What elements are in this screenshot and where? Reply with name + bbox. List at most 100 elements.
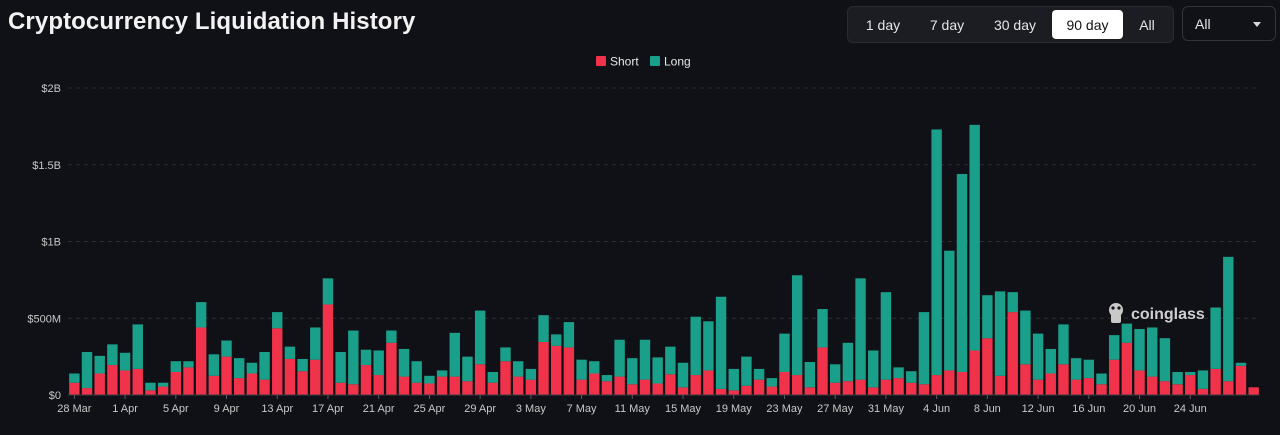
bar-short [690,375,701,395]
bar-long [398,348,410,377]
bar-long [728,368,739,391]
symbol-select[interactable]: All [1182,6,1276,41]
bar-short [627,384,638,395]
bar-long [195,302,207,328]
bar-short [107,365,118,395]
bar-short [1248,387,1259,395]
bar-short [538,342,549,395]
bar-long [956,173,968,372]
bar-long [81,352,93,389]
bar-short [855,379,866,395]
bar-short [1235,365,1247,395]
bar-long [766,378,777,387]
bar-short [322,304,334,395]
bar-short [703,370,714,395]
bar-short [233,378,245,395]
bar-short [259,379,270,395]
bar-long [322,278,334,305]
bar-short [500,361,511,395]
bar-long [132,324,143,369]
bar-long [1045,348,1056,374]
range-30-day-button[interactable]: 30 day [993,16,1037,33]
bar-long [246,362,258,374]
bar-short [665,374,676,395]
bar-short [132,368,143,395]
bar-long [297,358,308,372]
bar-long [741,356,752,386]
bar-short [829,382,841,395]
bar-short [1020,364,1031,395]
bar-long [462,356,473,382]
bar-long [474,310,486,365]
bar-short [462,381,473,395]
symbol-select-value: All [1195,16,1211,32]
bar-short [614,376,625,395]
bar-long [221,340,232,357]
bar-long [639,339,651,380]
y-tick-label: $0 [49,390,61,402]
bar-long [1172,371,1183,385]
range-90-day-button[interactable]: 90 day [1052,10,1123,39]
range-all-button[interactable]: All [1139,16,1155,33]
x-tick-label: 23 May [766,403,803,415]
y-tick-label: $500M [27,313,61,325]
x-tick-label: 15 May [665,403,702,415]
bar-short [310,359,321,395]
x-tick-label: 8 Jun [974,403,1001,415]
watermark-text: coinglass [1131,306,1205,323]
range-1-day-button[interactable]: 1 day [865,16,901,33]
bar-short [880,379,892,395]
bar-long [715,296,727,389]
bar-long [1210,307,1221,369]
legend-item-short[interactable]: Short [596,55,639,69]
y-tick-label: $1.5B [32,160,61,172]
bar-long [538,315,549,343]
x-tick-label: 21 Apr [363,403,395,415]
bar-long [348,330,359,385]
bar-short [931,375,942,395]
bar-short [208,375,220,395]
legend-swatch-long [650,56,660,66]
bar-long [931,129,942,376]
watermark: coinglass [1109,303,1205,323]
bar-long [677,362,689,388]
bar-long [284,346,296,359]
bar-short [170,371,181,395]
bar-long [436,370,448,377]
bar-long [259,352,270,380]
bar-short [360,365,372,395]
bar-long [183,361,194,368]
bar-short [1096,384,1107,395]
bar-short [677,387,689,395]
bar-short [373,375,384,395]
bar-long [1235,362,1247,366]
bar-short [1032,379,1044,395]
range-7-day-button[interactable]: 7 day [929,16,965,33]
bar-short [994,375,1006,395]
bar-long [208,354,220,376]
x-tick-label: 20 Jun [1123,403,1156,415]
bar-long [563,322,575,348]
bar-short [779,371,790,395]
bar-long [157,382,169,387]
y-axis: $0 $500M $1B $1.5B $2B [27,83,61,402]
time-range-selector: 1 day 7 day 30 day 90 day All [847,6,1174,43]
bar-short [525,379,537,395]
bar-long [1159,338,1171,382]
bar-short [1070,379,1082,395]
x-tick-label: 3 May [516,403,546,415]
bar-long [551,334,562,346]
bar-short [1121,342,1133,395]
x-tick-label: 11 May [615,403,651,415]
bar-long [855,278,866,380]
bar-long [804,361,816,388]
bar-long [652,357,663,384]
bar-long [145,382,156,391]
bar-long [893,367,904,379]
x-tick-label: 24 Jun [1174,403,1207,415]
bar-long [944,250,955,371]
legend-item-long[interactable]: Long [650,55,691,69]
bar-short [944,370,955,395]
bar-long [906,371,917,383]
bar-short [652,383,663,395]
